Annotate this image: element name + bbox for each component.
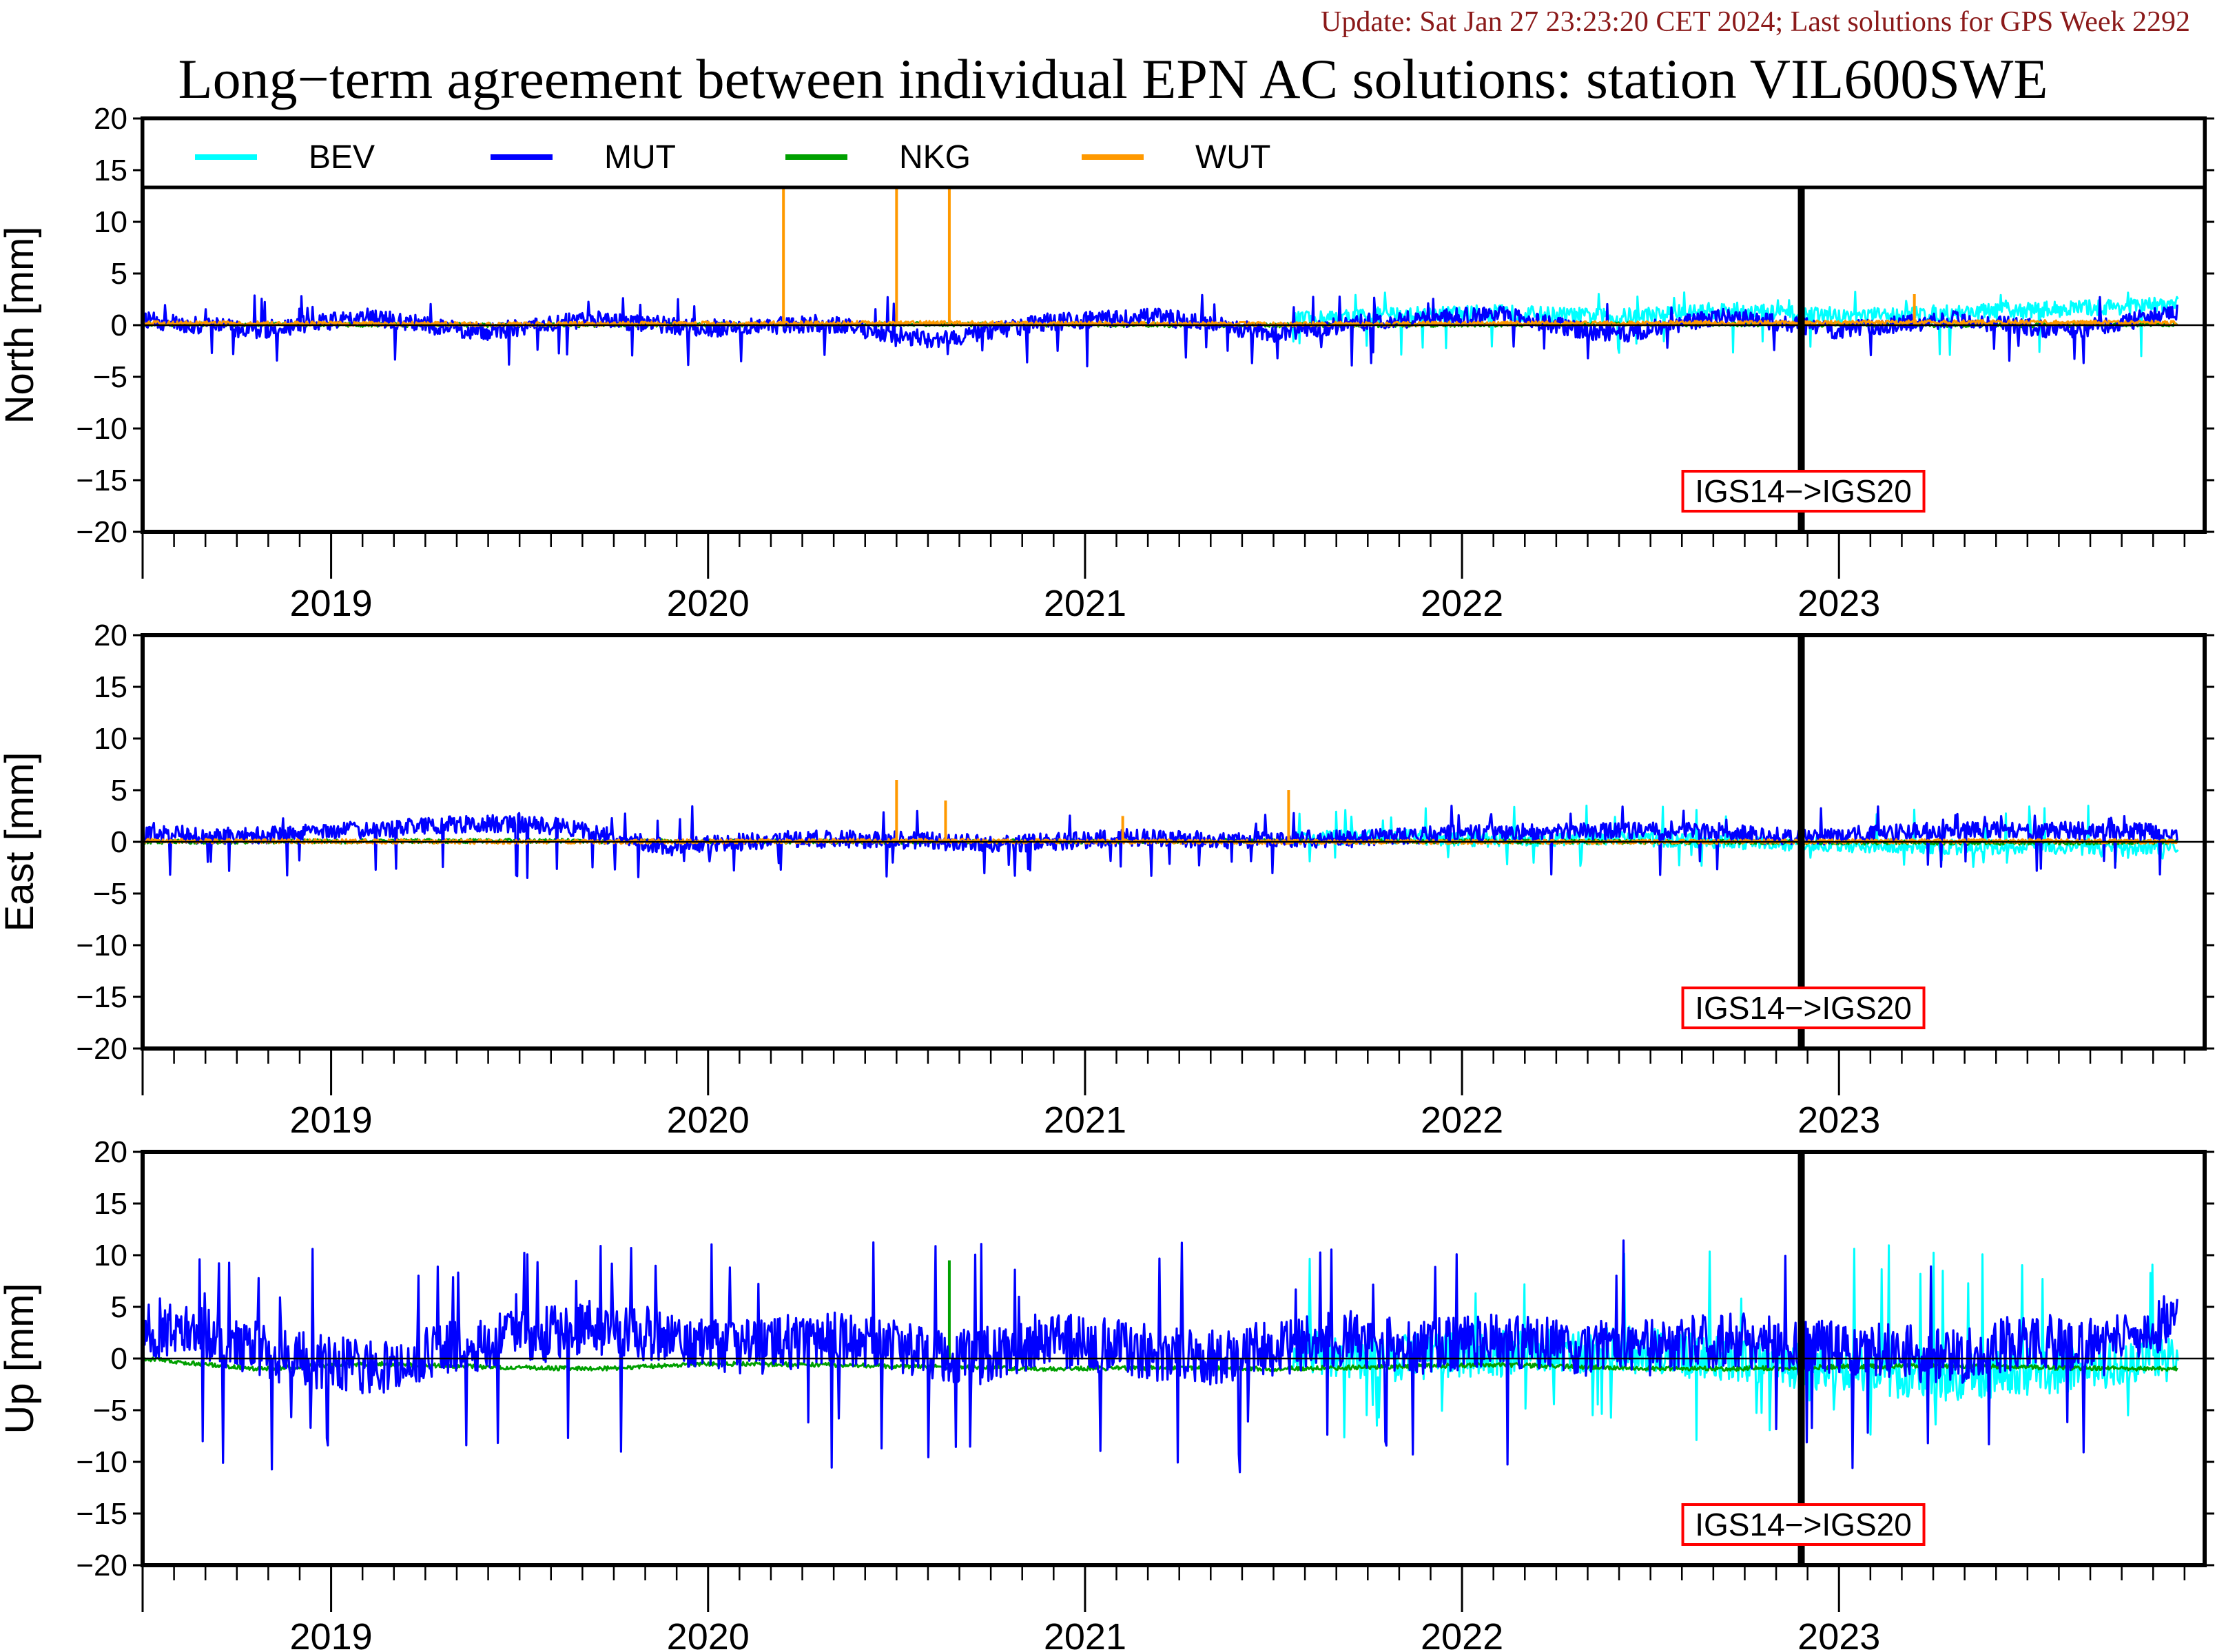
- y-tick-label: −15: [76, 464, 127, 497]
- x-year-label: 2021: [1044, 1099, 1126, 1141]
- y-tick-label: 0: [111, 309, 127, 342]
- legend-label-mut: MUT: [604, 139, 676, 176]
- reference-frame-annotation-label: IGS14−>IGS20: [1695, 473, 1912, 509]
- x-year-label: 2019: [290, 583, 373, 624]
- x-year-label: 2022: [1421, 1099, 1503, 1141]
- x-year-label: 2023: [1797, 1616, 1880, 1652]
- y-axis-label-up: Up [mm]: [0, 1283, 42, 1434]
- x-year-label: 2020: [667, 583, 750, 624]
- y-tick-label: −10: [76, 412, 127, 446]
- series-mut-line: [141, 293, 2178, 368]
- y-tick-label: 15: [94, 154, 127, 187]
- x-year-label: 2022: [1421, 583, 1503, 624]
- y-tick-label: 10: [94, 1239, 127, 1272]
- x-year-label: 2023: [1797, 1099, 1880, 1141]
- y-tick-label: −10: [76, 1445, 127, 1479]
- x-year-label: 2020: [667, 1616, 750, 1652]
- series-mut-line: [141, 805, 2178, 879]
- legend-label-bev: BEV: [309, 139, 375, 176]
- legend-label-wut: WUT: [1195, 139, 1270, 176]
- y-tick-label: −5: [93, 877, 127, 911]
- reference-frame-annotation-box: [1681, 1503, 1926, 1546]
- y-tick-label: −20: [76, 1032, 127, 1066]
- y-tick-label: 10: [94, 205, 127, 239]
- y-tick-label: −15: [76, 1497, 127, 1531]
- y-tick-label: 20: [94, 1135, 127, 1169]
- y-tick-label: −15: [76, 980, 127, 1014]
- x-year-label: 2021: [1044, 1616, 1126, 1652]
- y-tick-label: 5: [111, 774, 127, 807]
- y-tick-label: −10: [76, 929, 127, 962]
- reference-frame-annotation-label: IGS14−>IGS20: [1695, 1507, 1912, 1542]
- x-year-label: 2023: [1797, 583, 1880, 624]
- y-tick-label: 0: [111, 1342, 127, 1376]
- y-axis-label-north: North [mm]: [0, 227, 42, 424]
- y-tick-label: 15: [94, 670, 127, 704]
- y-tick-label: −5: [93, 1394, 127, 1427]
- y-tick-label: 5: [111, 257, 127, 291]
- data-layer: [141, 118, 2179, 1474]
- y-tick-label: −20: [76, 515, 127, 549]
- y-tick-label: 10: [94, 722, 127, 756]
- y-tick-label: 0: [111, 825, 127, 859]
- x-year-label: 2019: [290, 1099, 373, 1141]
- legend-label-nkg: NKG: [899, 139, 971, 176]
- y-axis-label-east: East [mm]: [0, 752, 42, 931]
- y-tick-label: 20: [94, 102, 127, 136]
- chart-title: Long−term agreement between individual E…: [178, 48, 2048, 110]
- y-tick-label: 5: [111, 1290, 127, 1324]
- y-tick-label: −20: [76, 1549, 127, 1582]
- reference-frame-annotation-box: [1681, 470, 1926, 513]
- y-tick-label: 20: [94, 619, 127, 652]
- update-timestamp: Update: Sat Jan 27 23:23:20 CET 2024; La…: [1320, 6, 2190, 38]
- series-mut-line: [141, 1239, 2178, 1474]
- y-tick-label: 15: [94, 1187, 127, 1221]
- reference-frame-annotation-box: [1681, 987, 1926, 1029]
- y-tick-label: −5: [93, 360, 127, 394]
- x-year-label: 2020: [667, 1099, 750, 1141]
- reference-frame-annotation-label: IGS14−>IGS20: [1695, 990, 1912, 1026]
- x-year-label: 2022: [1421, 1616, 1503, 1652]
- x-year-label: 2019: [290, 1616, 373, 1652]
- x-year-label: 2021: [1044, 583, 1126, 624]
- legend-box: [141, 116, 2207, 189]
